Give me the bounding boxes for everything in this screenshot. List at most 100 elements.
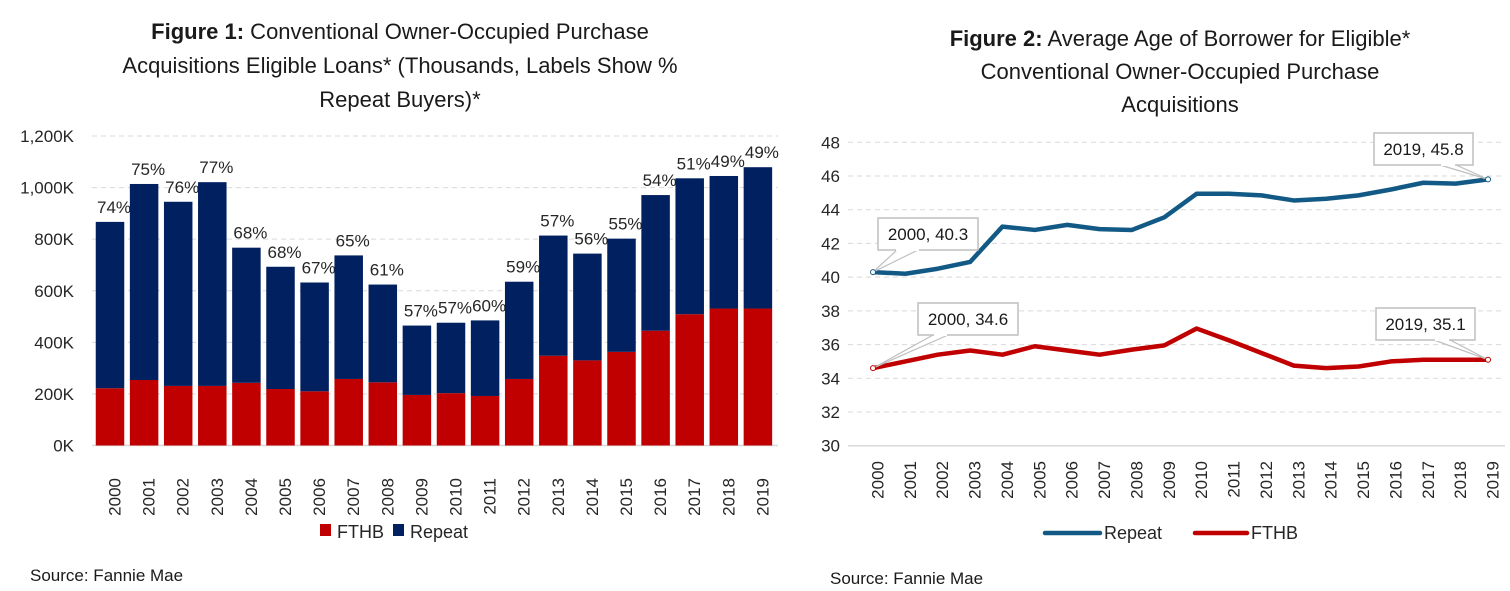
callout-label: 2019, 45.8 <box>1383 140 1463 159</box>
data-label: 68% <box>267 243 301 262</box>
legend-swatch-fthb <box>320 524 331 536</box>
x-tick-label: 2013 <box>1289 461 1308 499</box>
x-tick-label: 2017 <box>685 478 704 516</box>
figure-1-title-line3: Repeat Buyers)* <box>319 87 481 112</box>
x-tick-label: 2015 <box>1354 461 1373 499</box>
data-label: 56% <box>574 230 608 249</box>
y-tick-label: 46 <box>821 167 840 186</box>
x-tick-label: 2013 <box>549 478 568 516</box>
x-tick-label: 2002 <box>933 461 952 499</box>
data-label: 57% <box>438 299 472 318</box>
bar-repeat <box>709 175 739 309</box>
x-tick-label: 2004 <box>242 478 261 516</box>
x-tick-label: 2009 <box>1160 461 1179 499</box>
bar-repeat <box>675 178 704 315</box>
x-tick-label: 2016 <box>651 478 670 516</box>
y-tick-label: 32 <box>821 403 840 422</box>
series-line-fthb <box>870 326 1491 371</box>
y-tick-label: 38 <box>821 302 840 321</box>
data-label: 65% <box>336 231 370 250</box>
callout-label: 2000, 34.6 <box>928 310 1008 329</box>
data-label: 68% <box>233 224 267 243</box>
data-label: 57% <box>404 302 438 321</box>
callout-marker <box>1485 356 1492 363</box>
x-tick-label: 2007 <box>1095 461 1114 499</box>
figure-2-source: Source: Fannie Mae <box>830 569 984 588</box>
figure-2-title-line2: Conventional Owner-Occupied Purchase <box>980 59 1380 84</box>
callout-pointer <box>872 334 949 369</box>
y-tick-label: 400K <box>34 333 74 352</box>
bar-repeat <box>198 182 227 386</box>
bar-repeat <box>539 235 568 356</box>
y-tick-label: 1,000K <box>20 179 75 198</box>
bar-fthb <box>129 379 159 446</box>
callout-box <box>1375 307 1476 341</box>
y-tick-label: 36 <box>821 336 840 355</box>
x-tick-label: 2011 <box>481 478 500 515</box>
x-tick-label: 2016 <box>1386 461 1405 499</box>
bar-fthb <box>641 330 670 446</box>
bar-fthb <box>675 314 704 446</box>
x-tick-label: 2010 <box>446 478 465 516</box>
y-tick-label: 800K <box>34 230 74 249</box>
x-tick-label: 2010 <box>1192 461 1211 499</box>
data-label: 55% <box>608 215 642 234</box>
callout-box <box>1373 132 1474 166</box>
bar-fthb <box>402 394 432 446</box>
figure-1-title-bold: Figure 1: <box>151 19 245 44</box>
callout-pointer <box>872 249 919 273</box>
callout-label: 2019, 35.1 <box>1385 315 1465 334</box>
legend-swatch-repeat <box>393 524 404 536</box>
y-tick-label: 34 <box>821 369 840 388</box>
bar-fthb <box>539 355 568 446</box>
x-tick-label: 2009 <box>412 478 431 516</box>
x-tick-label: 2014 <box>1322 461 1341 499</box>
x-tick-label: 2014 <box>583 478 602 516</box>
x-tick-label: 2019 <box>1484 461 1503 499</box>
callout-box <box>877 217 979 251</box>
figure-2-title-line1: Average Age of Borrower for Eligible* <box>1042 26 1411 51</box>
bar-fthb <box>709 308 739 446</box>
x-tick-label: 2017 <box>1419 461 1438 499</box>
bar-repeat <box>504 281 534 379</box>
bar-repeat <box>743 167 773 309</box>
y-tick-label: 0K <box>53 437 74 456</box>
bar-fthb <box>743 308 773 446</box>
figure-1-title: Figure 1: Conventional Owner-Occupied Pu… <box>40 15 760 117</box>
x-tick-label: 2015 <box>617 478 636 516</box>
bar-fthb <box>266 389 295 446</box>
x-tick-label: 2018 <box>719 478 738 516</box>
bar-fthb <box>573 360 602 446</box>
data-label: 61% <box>370 261 404 280</box>
figure-1-title-line2: Acquisitions Eligible Loans* (Thousands,… <box>122 53 678 78</box>
data-label: 67% <box>302 258 336 277</box>
y-tick-label: 44 <box>821 201 840 220</box>
callout-box <box>917 302 1019 336</box>
x-tick-label: 2006 <box>310 478 329 516</box>
bar-repeat <box>163 201 193 386</box>
y-tick-label: 42 <box>821 234 840 253</box>
bar-fthb <box>198 385 227 446</box>
figure-1-source: Source: Fannie Mae <box>30 566 184 585</box>
x-tick-label: 2000 <box>868 461 887 499</box>
y-tick-label: 600K <box>34 282 74 301</box>
bar-repeat <box>95 221 125 389</box>
bar-fthb <box>95 388 125 446</box>
y-tick-label: 40 <box>821 268 840 287</box>
x-tick-label: 2004 <box>998 461 1017 499</box>
data-label: 57% <box>540 212 574 231</box>
data-label: 49% <box>745 143 779 162</box>
callout-label: 2000, 40.3 <box>888 225 968 244</box>
bar-fthb <box>300 391 329 446</box>
data-label: 54% <box>643 171 677 190</box>
x-tick-label: 2005 <box>276 478 295 516</box>
x-tick-label: 2008 <box>378 478 397 516</box>
bar-repeat <box>266 266 295 390</box>
bar-repeat <box>470 320 500 396</box>
y-tick-label: 1,200K <box>20 127 75 146</box>
x-tick-label: 2002 <box>174 478 193 516</box>
x-tick-label: 2003 <box>208 478 227 516</box>
bar-fthb <box>607 351 636 446</box>
x-tick-label: 2005 <box>1030 461 1049 499</box>
